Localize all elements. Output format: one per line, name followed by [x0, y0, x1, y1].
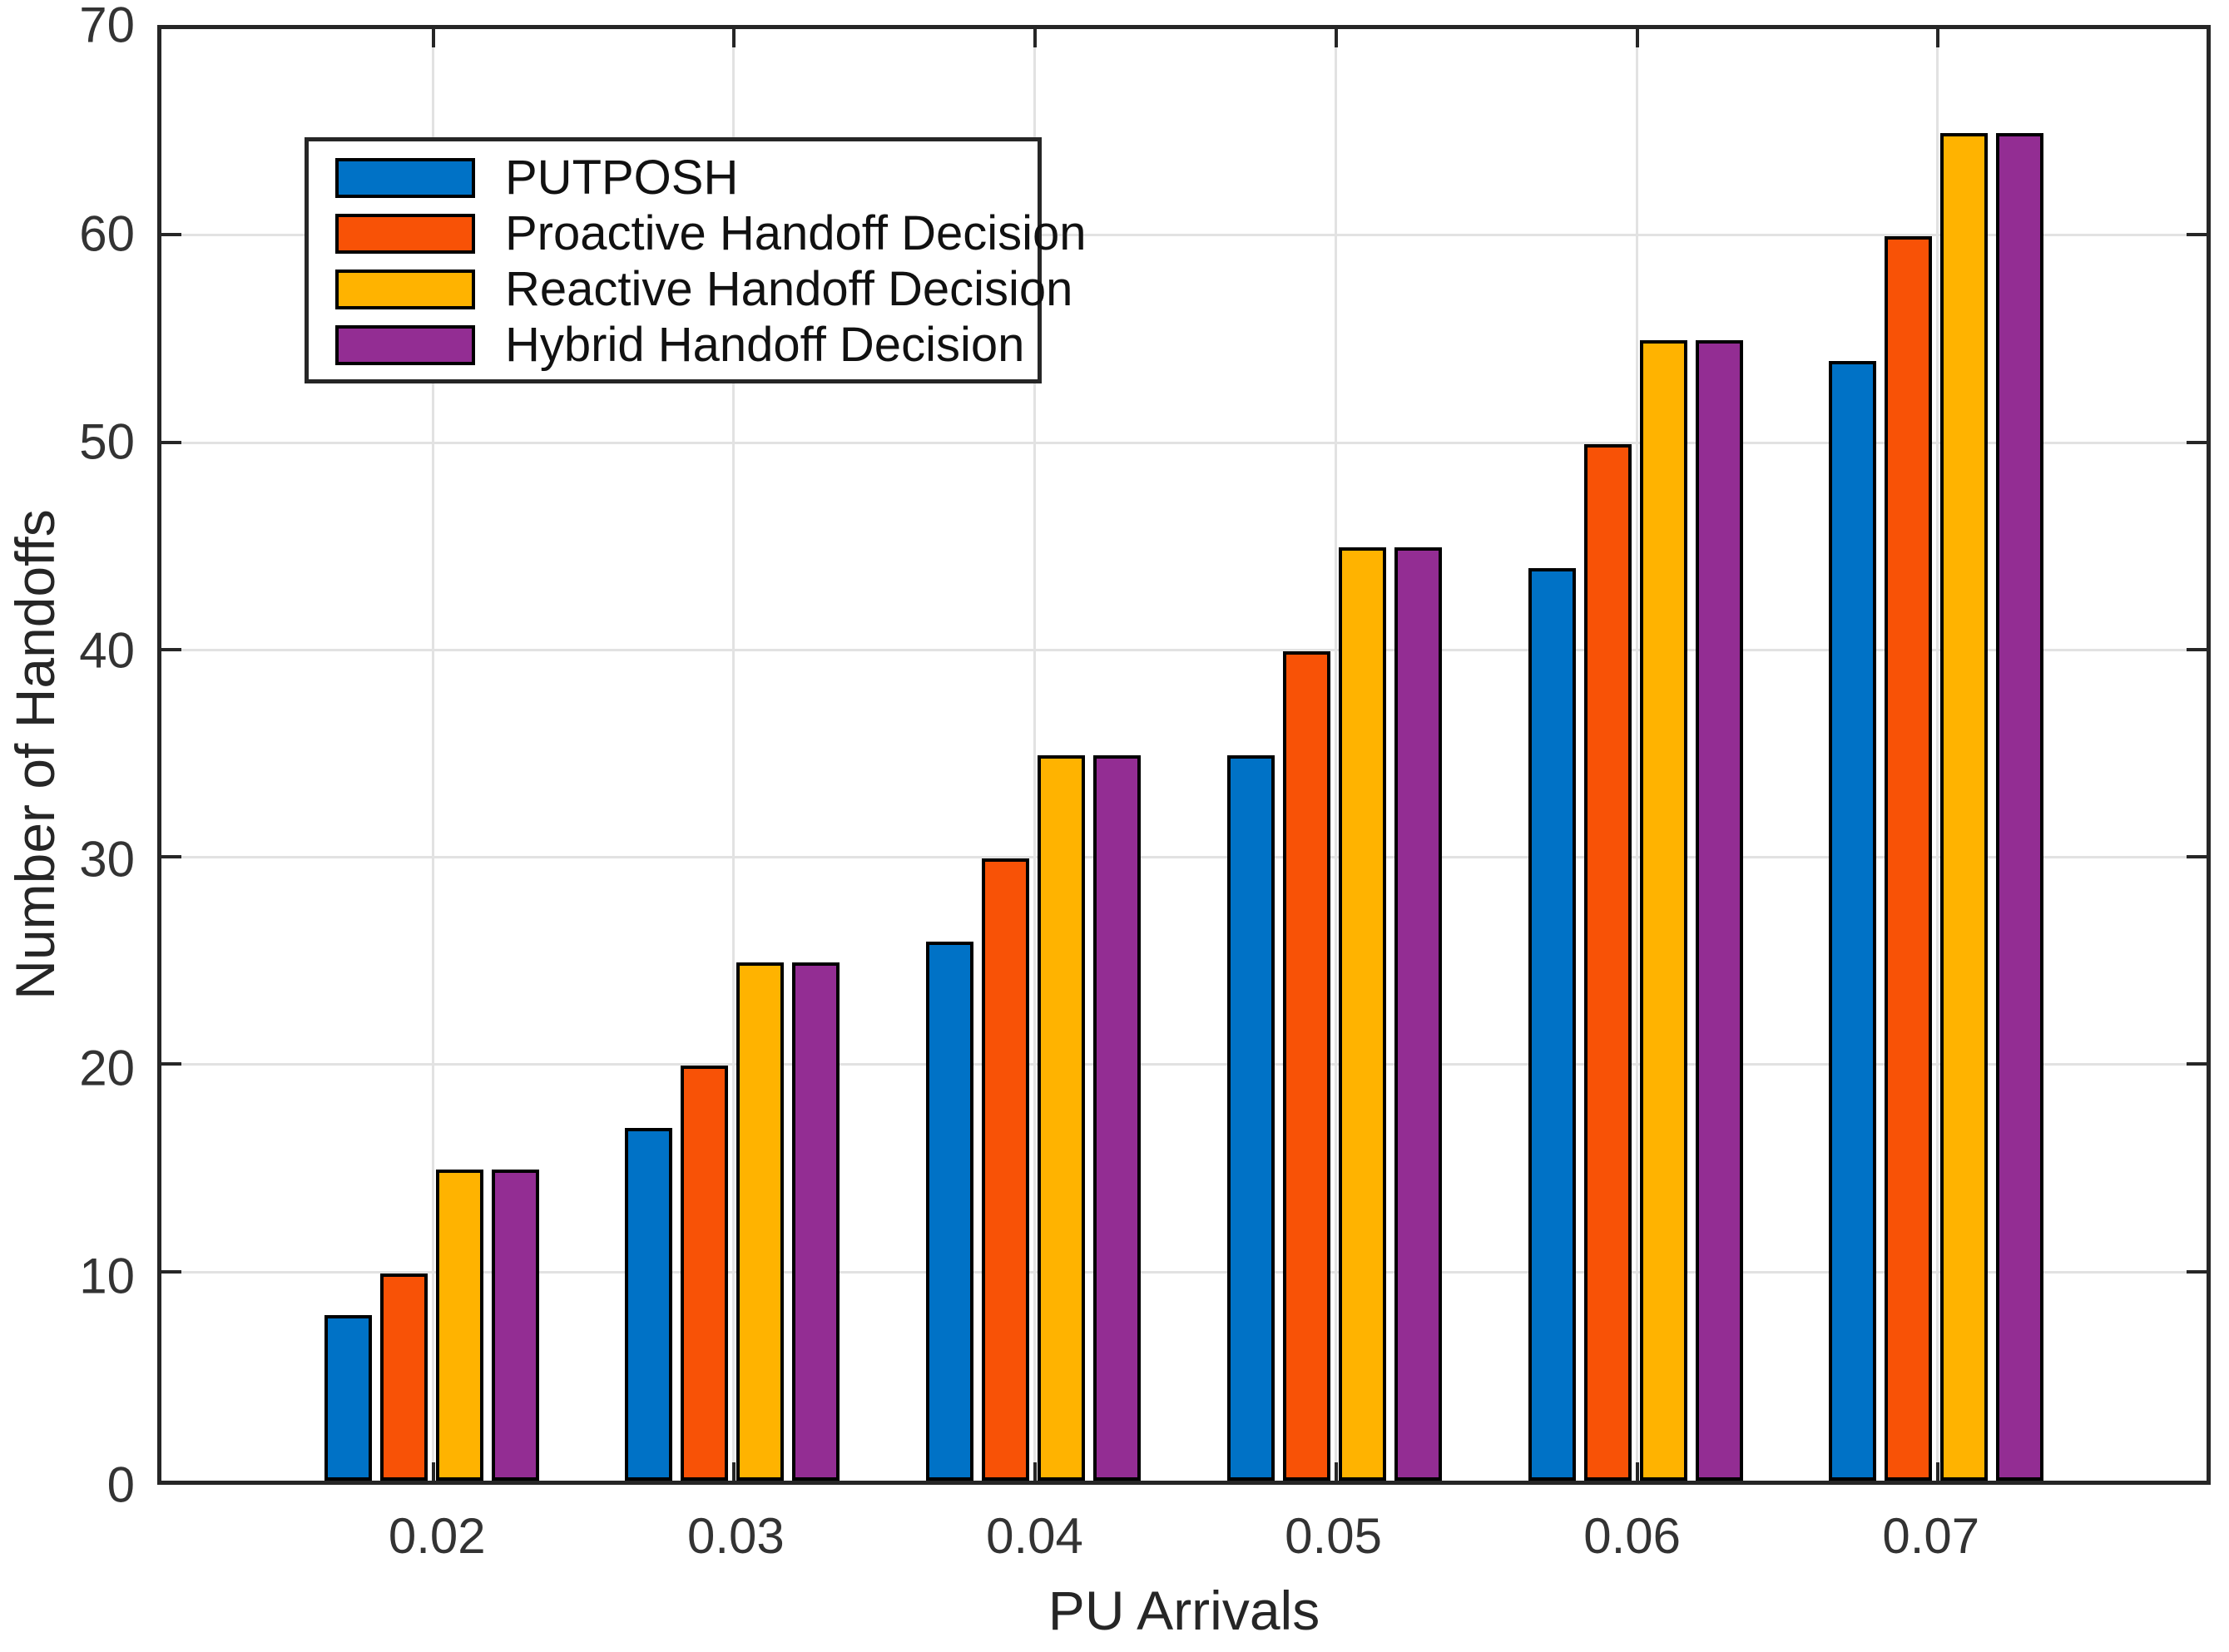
y-axis-title: Number of Handoffs [4, 509, 66, 1000]
bar-proactive-handoff-decision [1282, 650, 1330, 1481]
y-tick-label: 40 [79, 622, 135, 679]
v-gridline [1635, 29, 1638, 1481]
bar-hybrid-handoff-decision [1996, 132, 2044, 1481]
v-gridline [431, 29, 434, 1481]
y-axis-tick [161, 440, 181, 444]
h-gridline [161, 234, 2207, 237]
v-gridline [1033, 29, 1037, 1481]
bar-reactive-handoff-decision [1038, 754, 1086, 1481]
x-tick-labels: 0.02 0.03 0.04 0.05 0.06 0.07 [157, 1507, 2211, 1565]
bar-hybrid-handoff-decision [1695, 339, 1743, 1481]
bar-group [1786, 29, 2087, 1481]
y-tick-label: 60 [79, 205, 135, 262]
v-gridline [732, 29, 736, 1481]
bar-hybrid-handoff-decision [792, 962, 840, 1481]
bar-proactive-handoff-decision [1885, 236, 1933, 1481]
bar-group [883, 29, 1184, 1481]
y-axis-tick [2187, 855, 2207, 859]
x-tick-label: 0.07 [1882, 1508, 1980, 1564]
x-axis-tick [1334, 1462, 1338, 1481]
y-axis-tick [161, 1269, 181, 1274]
x-axis-tick [1334, 29, 1338, 47]
legend-label: Hybrid Handoff Decision [505, 318, 1025, 372]
bar-proactive-handoff-decision [681, 1066, 729, 1481]
legend-swatch-icon [335, 157, 475, 198]
x-axis-tick [732, 1462, 736, 1481]
bar-reactive-handoff-decision [435, 1170, 483, 1481]
y-axis-tick [161, 1062, 181, 1066]
bar-hybrid-handoff-decision [491, 1170, 539, 1481]
h-gridline [161, 856, 2207, 859]
x-axis-tick [431, 1462, 435, 1481]
bar-reactive-handoff-decision [736, 962, 785, 1481]
x-axis-title: PU Arrivals [1048, 1580, 1320, 1641]
bar-proactive-handoff-decision [379, 1273, 428, 1481]
legend-item-putposh: PUTPOSH [335, 150, 1029, 205]
x-axis-tick [1635, 1462, 1639, 1481]
legend-swatch-icon [335, 324, 475, 365]
y-axis-tick [2187, 1062, 2207, 1066]
legend-label: Proactive Handoff Decision [505, 206, 1087, 260]
y-tick-label: 30 [79, 831, 135, 888]
h-gridline [161, 441, 2207, 444]
x-axis-tick [1936, 1462, 1940, 1481]
bar-putposh [926, 941, 974, 1481]
bar-group [1485, 29, 1786, 1481]
bar-putposh [1226, 754, 1275, 1481]
bar-group [281, 29, 582, 1481]
y-axis-tick [2187, 233, 2207, 237]
legend-label: PUTPOSH [505, 151, 739, 205]
x-axis-tick [1936, 29, 1940, 47]
legend-swatch-icon [335, 213, 475, 254]
bar-reactive-handoff-decision [1639, 339, 1687, 1481]
h-gridline [161, 648, 2207, 651]
bar-reactive-handoff-decision [1338, 547, 1386, 1481]
x-axis-tick [1033, 1462, 1038, 1481]
y-axis-tick [161, 647, 181, 651]
y-tick-label: 50 [79, 413, 135, 470]
y-tick-label: 20 [79, 1040, 135, 1096]
x-axis-tick [431, 29, 435, 47]
bar-putposh [324, 1314, 372, 1481]
x-tick-label: 0.03 [686, 1508, 785, 1564]
bars-layer [161, 29, 2207, 1481]
v-gridline [1334, 29, 1337, 1481]
y-axis-tick [2187, 1269, 2207, 1274]
y-axis-tick [161, 855, 181, 859]
legend-item-proactive-handoff-decision: Proactive Handoff Decision [335, 205, 1087, 261]
x-axis-tick [1033, 29, 1038, 47]
y-axis-tick [2187, 440, 2207, 444]
x-tick-label: 0.02 [388, 1508, 486, 1564]
y-axis-tick [161, 233, 181, 237]
legend-label: Reactive Handoff Decision [505, 262, 1073, 316]
y-tick-label: 10 [79, 1248, 135, 1304]
x-axis-tick [732, 29, 736, 47]
x-tick-label: 0.04 [986, 1508, 1083, 1564]
bar-putposh [1528, 568, 1576, 1481]
y-tick-label: 70 [79, 0, 135, 53]
h-gridline [161, 1063, 2207, 1066]
y-axis-tick [2187, 647, 2207, 651]
plot-area: PUTPOSH Proactive Handoff Decision Reactiv… [157, 25, 2211, 1485]
legend-item-reactive-handoff-decision: Reactive Handoff Decision [335, 261, 1072, 317]
bar-reactive-handoff-decision [1940, 132, 1989, 1481]
x-tick-label: 0.06 [1583, 1508, 1682, 1564]
legend: PUTPOSH Proactive Handoff Decision Reactiv… [305, 137, 1087, 383]
bar-group [1184, 29, 1485, 1481]
bar-putposh [1829, 360, 1877, 1481]
bar-hybrid-handoff-decision [1394, 547, 1442, 1481]
x-tick-label: 0.05 [1285, 1508, 1382, 1564]
v-gridline [1936, 29, 1939, 1481]
x-axis-tick [1635, 29, 1639, 47]
bar-proactive-handoff-decision [1583, 443, 1632, 1481]
bar-putposh [625, 1128, 673, 1481]
y-tick-label: 0 [106, 1457, 135, 1513]
legend-swatch-icon [335, 269, 475, 309]
h-gridline [161, 1270, 2207, 1274]
bar-group [582, 29, 884, 1481]
bar-proactive-handoff-decision [982, 858, 1030, 1481]
legend-item-hybrid-handoff-decision: Hybrid Handoff Decision [335, 317, 1029, 373]
bar-hybrid-handoff-decision [1093, 754, 1142, 1481]
